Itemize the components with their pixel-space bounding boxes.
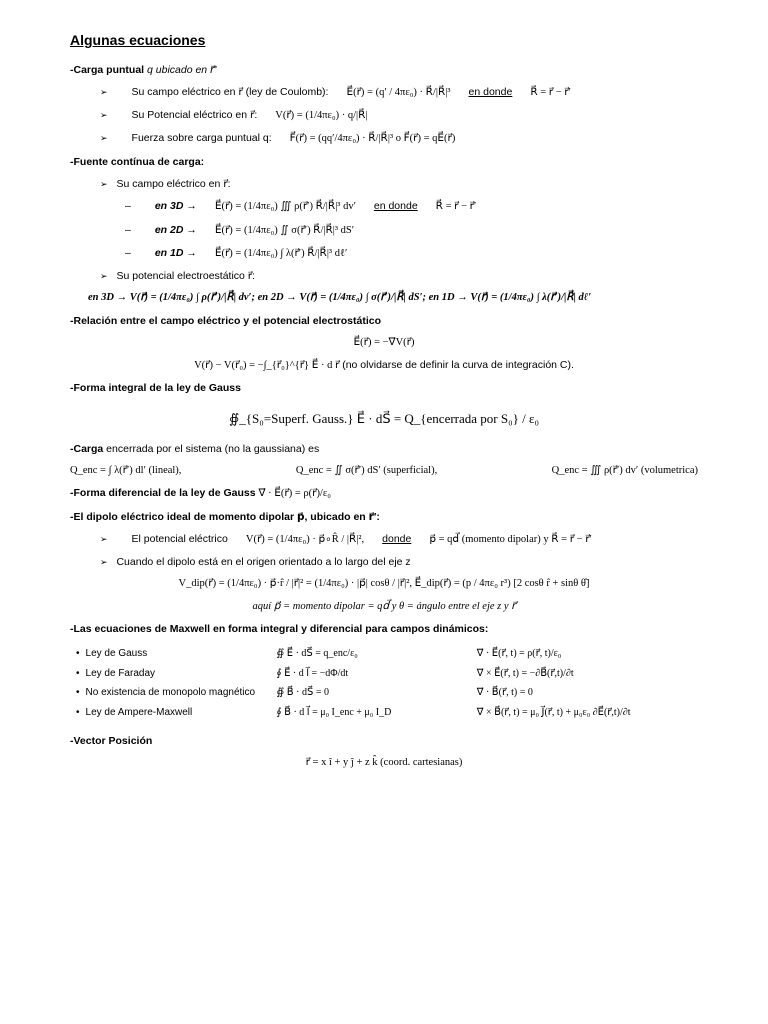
section-head-carga-encerrada: -Carga encerrada por el sistema (no la g…: [70, 441, 698, 457]
equation: V(r⃗) − V(r⃗₀) = −∫_{r⃗₀}^{r⃗} E⃗ · d r⃗: [194, 360, 339, 371]
section-head-gauss-integral: -Forma integral de la ley de Gauss: [70, 380, 698, 396]
note-text: (no olvidarse de definir la curva de int…: [342, 359, 574, 371]
list-item: en 3D → E⃗(r⃗) = (1/4πε₀) ∭ ρ(r⃗′) R⃗/|R…: [125, 198, 698, 215]
maxwell-table: Ley de Gauss∯ E⃗ · dS⃗ = q_enc/ε₀∇⃗ · E⃗…: [70, 643, 698, 723]
equation: E⃗(r⃗) = −∇⃗V(r⃗): [70, 335, 698, 351]
label-1d: en 1D →: [155, 245, 197, 261]
label-en-donde: en donde: [374, 198, 418, 214]
text: Su campo eléctrico en r⃗:: [116, 178, 230, 190]
equation: E⃗(r⃗) = (1/4πε₀) ∭ ρ(r⃗′) R⃗/|R⃗|³ dv′: [215, 199, 356, 215]
text: -Carga puntual: [70, 64, 144, 76]
list-item: Cuando el dipolo está en el origen orien…: [100, 554, 698, 570]
text: Fuerza sobre carga puntual q:: [132, 130, 272, 146]
table-row: Ley de Ampere-Maxwell∮ B⃗ · d l⃗ = μ₀ I_…: [72, 704, 696, 722]
equation-differential: ∇⃗ × B⃗(r⃗, t) = μ₀ J⃗(r⃗, t) + μ₀ε₀ ∂E⃗…: [473, 704, 696, 722]
law-name: Ley de Faraday: [72, 665, 270, 683]
text: Su potencial electroestático r⃗:: [116, 270, 255, 282]
label-donde: donde: [382, 531, 411, 547]
equation-differential: ∇⃗ · B⃗(r⃗, t) = 0: [473, 684, 696, 702]
list-item: Su potencial electroestático r⃗:: [100, 268, 698, 284]
section-head-vector-posicion: -Vector Posición: [70, 733, 698, 749]
equation: R⃗ = r⃗ − r⃗′: [436, 199, 477, 215]
label-en-donde: en donde: [469, 84, 513, 100]
section-head-gauss-diff: -Forma diferencial de la ley de Gauss ∇⃗…: [70, 485, 698, 502]
table-row: Ley de Gauss∯ E⃗ · dS⃗ = q_enc/ε₀∇⃗ · E⃗…: [72, 645, 696, 663]
document-page: Algunas ecuaciones -Carga puntual q ubic…: [0, 0, 768, 1024]
equation-differential: ∇⃗ × E⃗(r⃗, t) = −∂B⃗(r⃗,t)/∂t: [473, 665, 696, 683]
label-3d: en 3D →: [155, 198, 197, 214]
equation: E⃗(r⃗) = (1/4πε₀) ∫ λ(r⃗′) R⃗/|R⃗|³ dℓ′: [215, 246, 347, 262]
list-item: en 1D → E⃗(r⃗) = (1/4πε₀) ∫ λ(r⃗′) R⃗/|R…: [125, 245, 698, 262]
section-head-dipolo: -El dipolo eléctrico ideal de momento di…: [70, 509, 698, 525]
text: q ubicado en r⃗': [144, 64, 216, 76]
text: -Carga: [70, 443, 103, 455]
section-head-carga-puntual: -Carga puntual q ubicado en r⃗': [70, 62, 698, 78]
equation-integral: ∮ B⃗ · d l⃗ = μ₀ I_enc + μ₀ I_D: [272, 704, 470, 722]
equation-gauss: ∯_{S₀=Superf. Gauss.} E⃗ · dS⃗ = Q_{ence…: [70, 403, 698, 435]
equation: V(r⃗) = (1/4πε₀) · p⃗∘R̂ / |R⃗|²,: [246, 532, 364, 548]
text: Cuando el dipolo está en el origen orien…: [116, 556, 410, 568]
text: Su campo eléctrico en r⃗ (ley de Coulomb…: [132, 84, 329, 100]
equation: Q_enc = ∭ ρ(r⃗′) dv′ (volumetrica): [552, 463, 698, 479]
equation: R⃗ = r⃗ − r⃗′: [530, 85, 571, 101]
equation: V(r⃗) = (1/4πε₀) · q/|R⃗|: [275, 108, 367, 124]
equation: Q_enc = ∫ λ(r⃗′) dl′ (lineal),: [70, 463, 181, 479]
equation: Q_enc = ∬ σ(r⃗′) dS′ (superficial),: [296, 463, 437, 479]
list-item: Su campo eléctrico en r⃗ (ley de Coulomb…: [100, 84, 698, 101]
equation: E⃗(r⃗) = (1/4πε₀) ∬ σ(r⃗′) R⃗/|R⃗|³ dS′: [215, 223, 354, 239]
equation: p⃗ = qd⃗ (momento dipolar) y R⃗ = r⃗ − r…: [429, 532, 591, 548]
section-head-relacion: -Relación entre el campo eléctrico y el …: [70, 313, 698, 329]
law-name: Ley de Gauss: [72, 645, 270, 663]
section-head-fuente-continua: -Fuente contínua de carga:: [70, 154, 698, 170]
text: El potencial eléctrico: [132, 531, 228, 547]
equation: E⃗(r⃗) = (q′ / 4πε₀) · R⃗/|R⃗|³: [346, 85, 450, 101]
note-text: aquí p⃗ = momento dipolar = qd⃗ y θ = án…: [70, 599, 698, 615]
page-title: Algunas ecuaciones: [70, 30, 698, 52]
equation: F⃗(r⃗) = (qq′/4πε₀) · R⃗/|R⃗|³ o F⃗(r⃗) …: [290, 131, 456, 147]
text: Su Potencial eléctrico en r⃗:: [132, 107, 258, 123]
list-item: Fuerza sobre carga puntual q: F⃗(r⃗) = (…: [100, 130, 698, 147]
table-row: Ley de Faraday∮ E⃗ · d l⃗ = −dΦ/dt∇⃗ × E…: [72, 665, 696, 683]
equation-row: Q_enc = ∫ λ(r⃗′) dl′ (lineal), Q_enc = ∬…: [70, 463, 698, 479]
law-name: No existencia de monopolo magnético: [72, 684, 270, 702]
equation-integral: ∯ E⃗ · dS⃗ = q_enc/ε₀: [272, 645, 470, 663]
equation-differential: ∇⃗ · E⃗(r⃗, t) = ρ(r⃗, t)/ε₀: [473, 645, 696, 663]
equation-line-potentials: en 3D → V(r⃗) = (1/4πε₀) ∫ ρ(r⃗′)/|R⃗| d…: [88, 290, 698, 306]
text: encerrada por el sistema (no la gaussian…: [103, 443, 319, 455]
equation-line: V(r⃗) − V(r⃗₀) = −∫_{r⃗₀}^{r⃗} E⃗ · d r⃗…: [70, 357, 698, 374]
list-item: Su Potencial eléctrico en r⃗: V(r⃗) = (1…: [100, 107, 698, 124]
law-name: Ley de Ampere-Maxwell: [72, 704, 270, 722]
list-item: Su campo eléctrico en r⃗:: [100, 176, 698, 192]
list-item: El potencial eléctrico V(r⃗) = (1/4πε₀) …: [100, 531, 698, 548]
equation: V_dip(r⃗) = (1/4πε₀) · p⃗·r̂ / |r⃗|² = (…: [70, 576, 698, 592]
equation: ∇⃗ · E⃗(r⃗) = ρ(r⃗)/ε₀: [259, 488, 331, 499]
equation-integral: ∯ B⃗ · dS⃗ = 0: [272, 684, 470, 702]
equation-integral: ∮ E⃗ · d l⃗ = −dΦ/dt: [272, 665, 470, 683]
equation: r⃗ = x î + y ĵ + z k̂ (coord. cartesiana…: [70, 755, 698, 771]
table-row: No existencia de monopolo magnético∯ B⃗ …: [72, 684, 696, 702]
list-item: en 2D → E⃗(r⃗) = (1/4πε₀) ∬ σ(r⃗′) R⃗/|R…: [125, 222, 698, 239]
text: -Forma diferencial de la ley de Gauss: [70, 487, 256, 499]
section-head-maxwell: -Las ecuaciones de Maxwell en forma inte…: [70, 621, 698, 637]
label-2d: en 2D →: [155, 222, 197, 238]
